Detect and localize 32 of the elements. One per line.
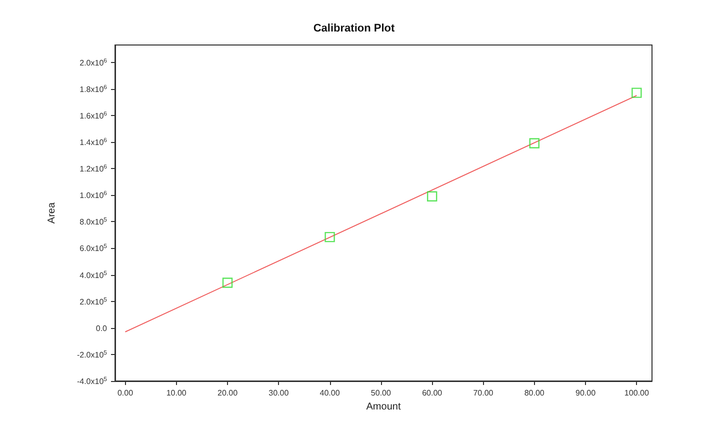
x-tick-label: 60.00 xyxy=(422,388,443,398)
y-tick-label: 2.0x10$^{6}$ xyxy=(80,57,108,68)
point xyxy=(324,232,335,242)
x-tick-label: 30.00 xyxy=(268,388,290,398)
x-tick-label: 0.00 xyxy=(117,388,134,398)
point xyxy=(222,278,233,288)
x-tick-label: 90.00 xyxy=(576,388,596,398)
x-tick-label: 100.00 xyxy=(624,388,650,398)
point xyxy=(529,138,540,148)
x-tick-label: 50.00 xyxy=(370,388,392,398)
y-tick-label: 1.8x10$^{6}$ xyxy=(80,84,108,94)
x-tick-label: 10.00 xyxy=(166,388,187,398)
y-tick-label: 8.0x10$^{5}$ xyxy=(80,216,108,227)
y-tick-label: 1.2x10$^{6}$ xyxy=(80,164,108,174)
y-tick-label: 2.0x10$^{5}$ xyxy=(80,296,108,306)
y-tick-label: 4.0x10$^{5}$ xyxy=(80,270,108,280)
y-tick-label: 0.0 xyxy=(96,324,108,333)
y-axis-title: Area xyxy=(46,202,58,224)
chart-title: Calibration Plot xyxy=(313,22,395,34)
x-tick-label: 80.00 xyxy=(524,388,545,398)
x-tick-label: 40.00 xyxy=(320,388,340,398)
x-tick-label: 70.00 xyxy=(473,388,494,398)
y-tick-label: 1.0x10$^{6}$ xyxy=(80,190,108,200)
y-tick-label: 6.0x10$^{5}$ xyxy=(80,243,108,254)
point xyxy=(426,191,438,202)
point xyxy=(632,88,642,98)
y-tick-label: -4.0x10$^{5}$ xyxy=(76,376,108,386)
x-tick-label: 20.00 xyxy=(218,388,238,398)
y-tick-label: -2.0x10$^{5}$ xyxy=(76,349,108,360)
y-tick-label: 1.6x10$^{6}$ xyxy=(80,110,108,120)
y-tick-label: 1.4x10$^{6}$ xyxy=(80,136,108,147)
x-axis-title: Amount xyxy=(366,401,401,412)
